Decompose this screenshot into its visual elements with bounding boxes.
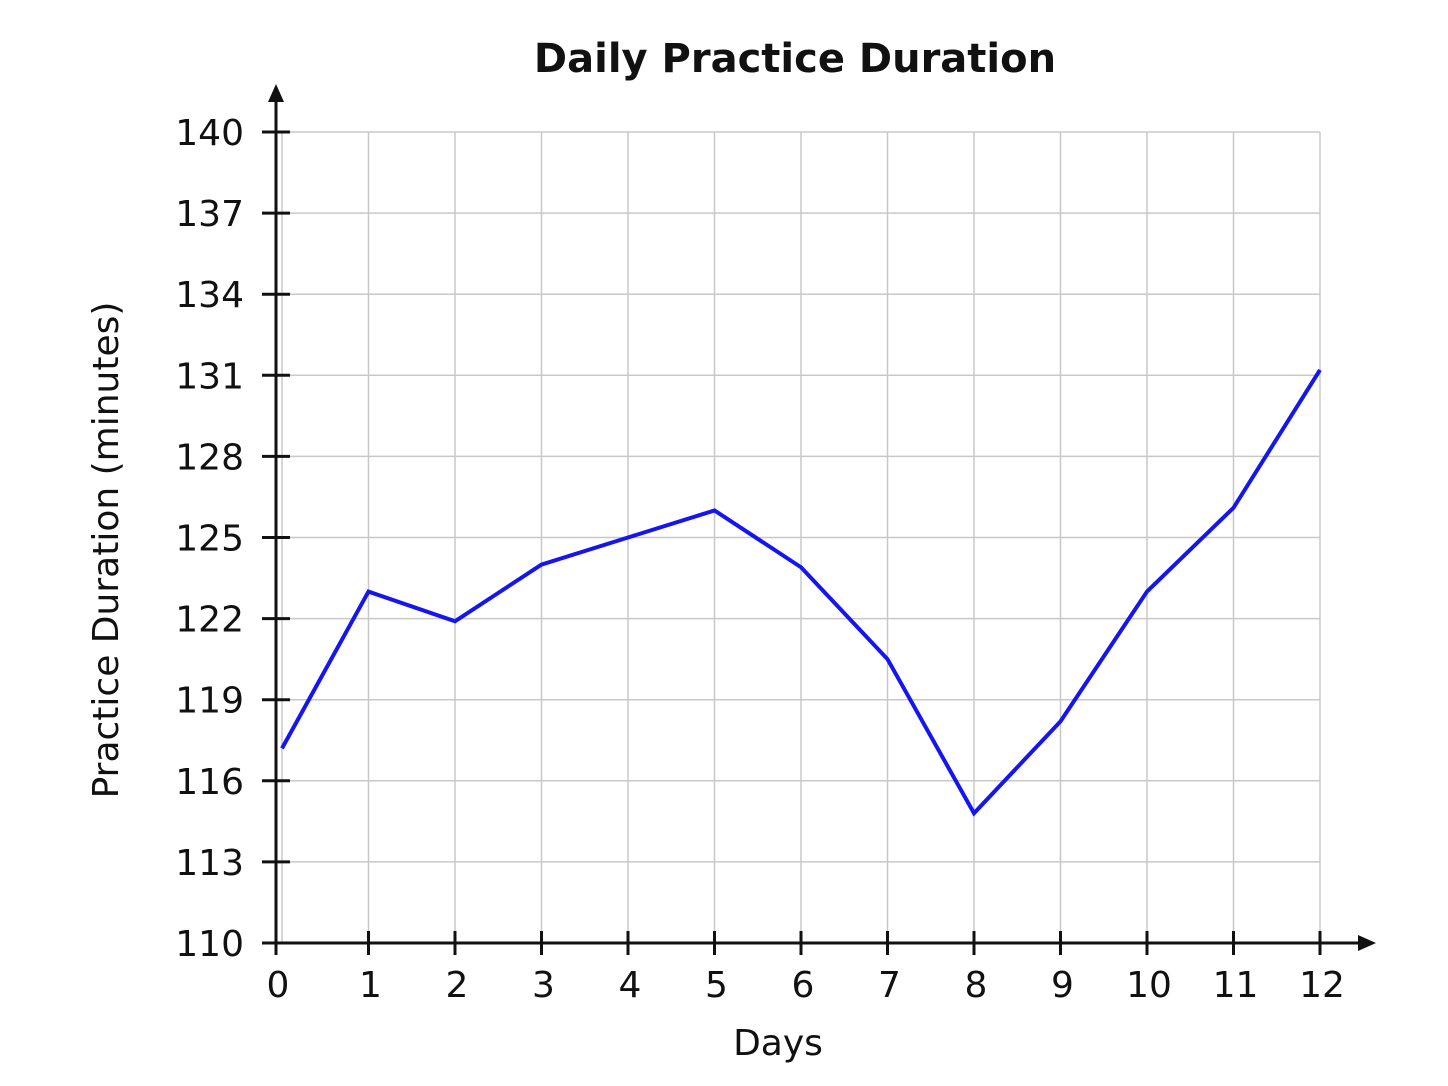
y-tick-label: 113: [175, 843, 244, 884]
x-tick-label: 3: [532, 965, 555, 1006]
y-tick-label: 110: [175, 924, 244, 965]
x-tick-label: 9: [1051, 965, 1074, 1006]
axes: [262, 84, 1376, 951]
y-axis-label: Practice Duration (minutes): [86, 302, 127, 799]
x-axis-arrow: [1358, 935, 1376, 951]
x-tick-label: 5: [705, 965, 728, 1006]
y-ticks: 110 113 116 119 122 125 128 131 134 137 140: [175, 113, 290, 965]
x-tick-label: 7: [878, 965, 901, 1006]
x-tick-label: 6: [792, 965, 815, 1006]
x-axis-label: Days: [733, 1023, 823, 1064]
y-axis-arrow: [268, 84, 284, 102]
y-tick-label: 119: [175, 681, 244, 722]
x-tick-label: 8: [965, 965, 988, 1006]
y-tick-label: 134: [175, 275, 244, 316]
y-tick-label: 125: [175, 519, 244, 560]
x-tick-label: 12: [1299, 965, 1345, 1006]
x-tick-label: 0: [267, 965, 290, 1006]
y-tick-label: 116: [175, 762, 244, 803]
x-tick-label: 1: [359, 965, 382, 1006]
series: [280, 368, 1322, 817]
y-tick-label: 122: [175, 600, 244, 641]
y-tick-label: 137: [175, 194, 244, 235]
x-tick-label: 10: [1126, 965, 1172, 1006]
x-ticks: 0 1 2 3 4 5 6 7 8 9 10 11 12: [267, 931, 1345, 1006]
chart-title: Daily Practice Duration: [534, 36, 1056, 82]
y-tick-label: 140: [175, 113, 244, 154]
x-tick-label: 4: [619, 965, 642, 1006]
y-tick-label: 128: [175, 437, 244, 478]
x-tick-label: 2: [446, 965, 469, 1006]
y-tick-label: 131: [175, 356, 244, 397]
grid: [281, 131, 1321, 944]
x-tick-label: 11: [1213, 965, 1259, 1006]
